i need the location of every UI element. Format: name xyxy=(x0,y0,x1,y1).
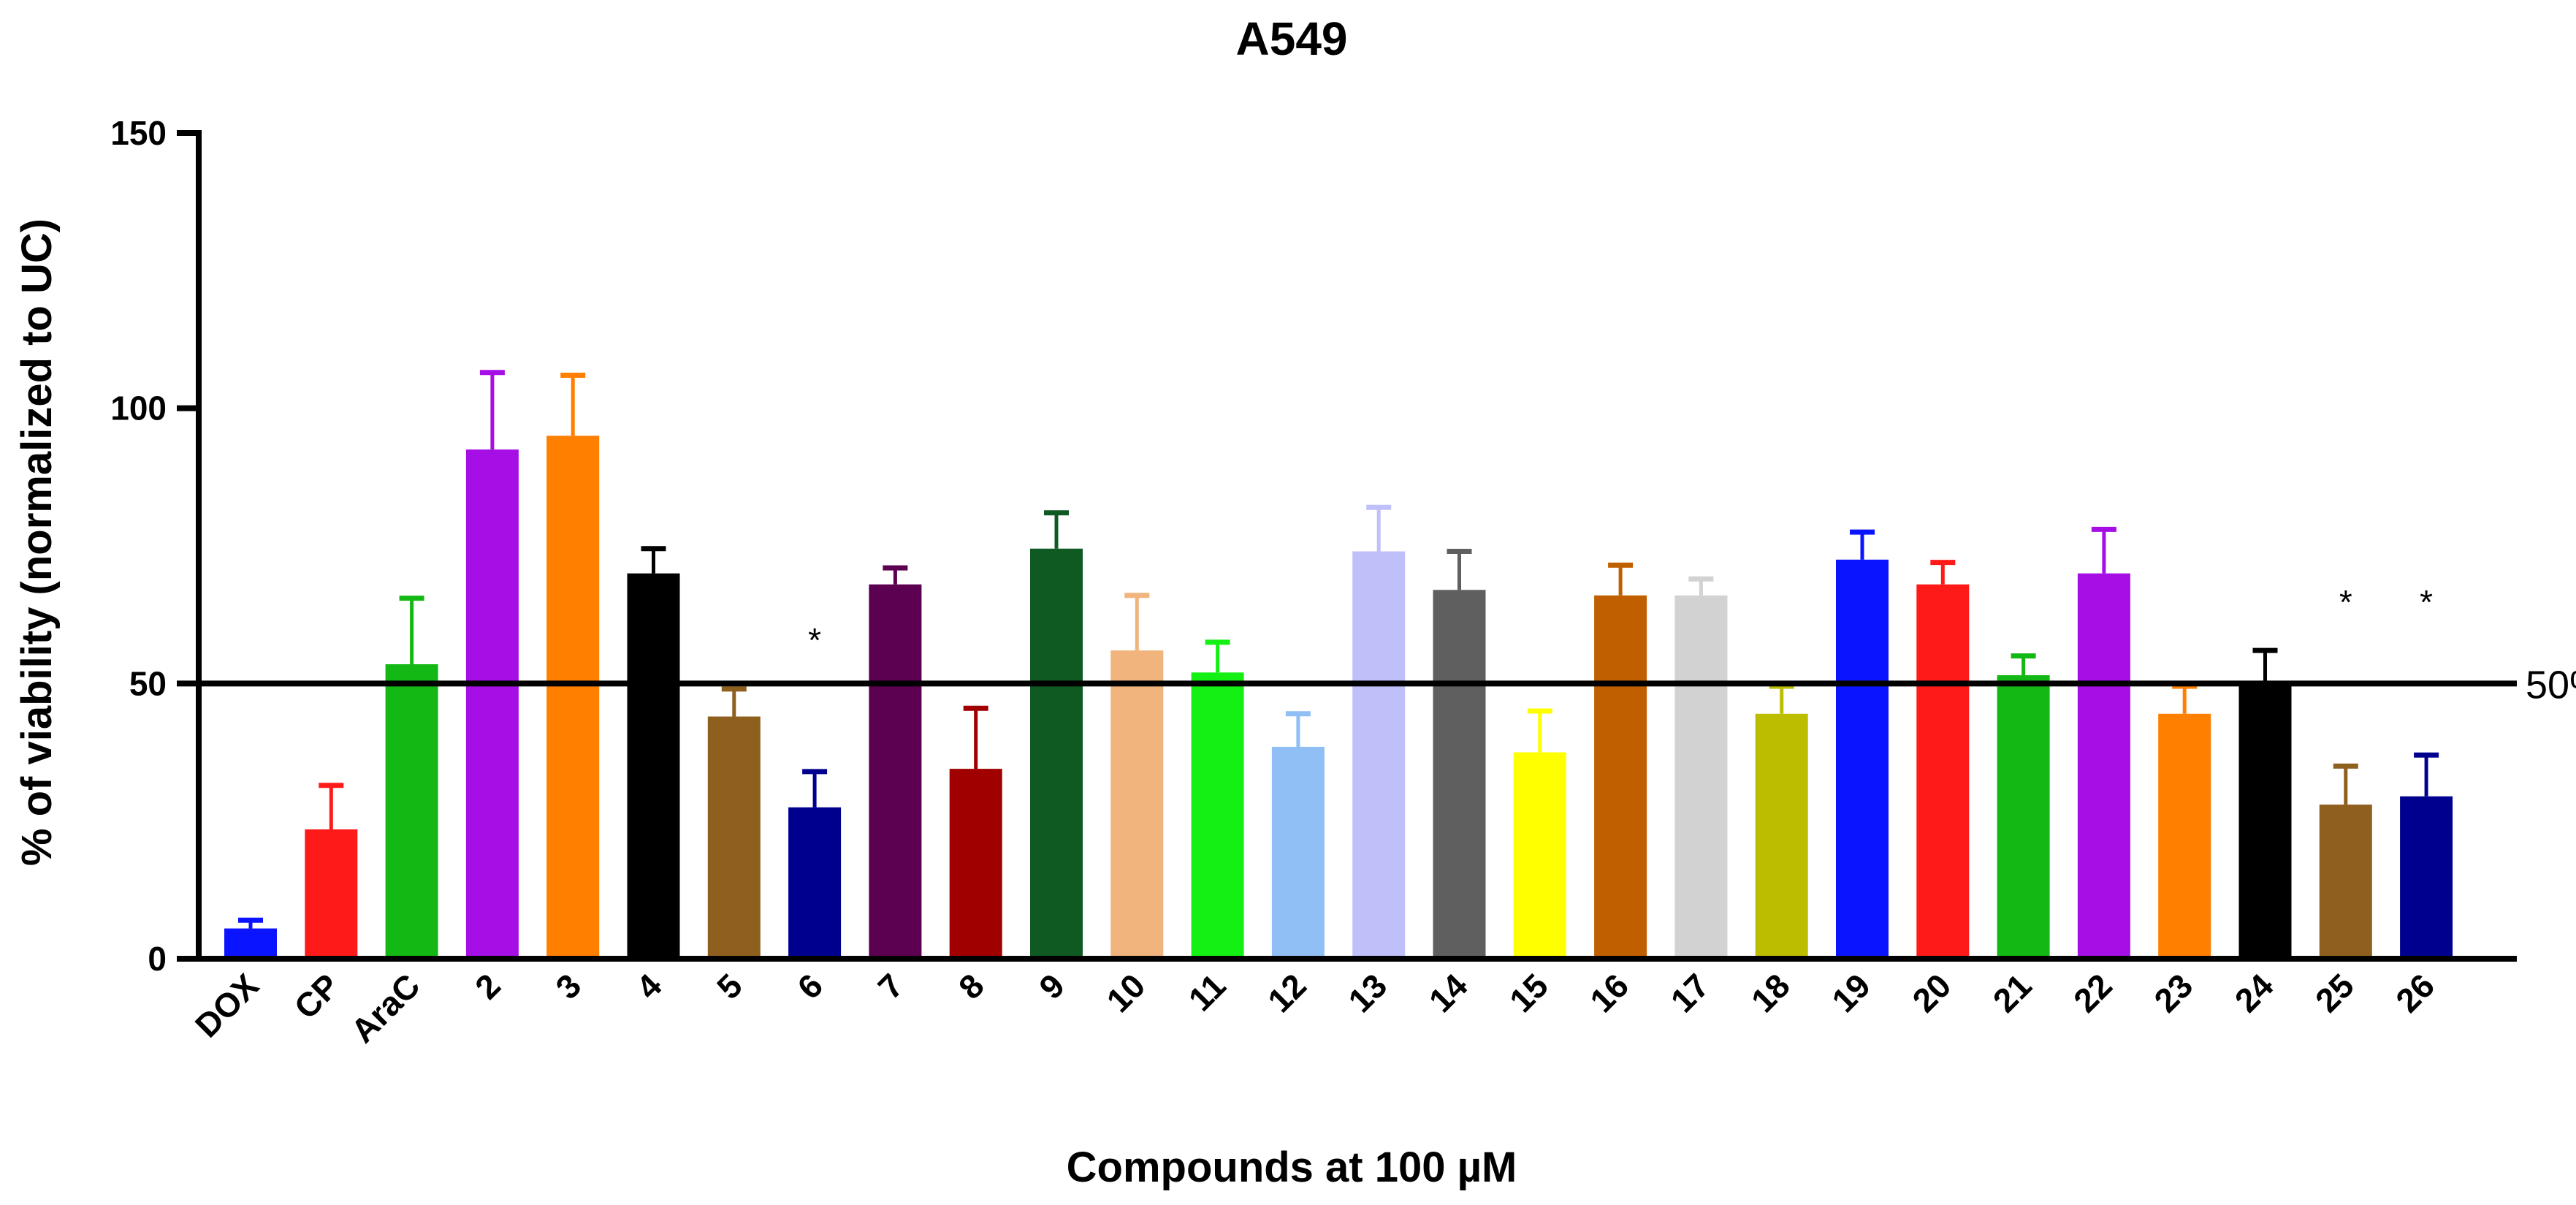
y-axis-label: % of viability (normalized to UC) xyxy=(13,218,61,866)
bar-13 xyxy=(1352,551,1406,959)
significance-star-25: * xyxy=(2339,583,2352,621)
x-tick-label-7: 7 xyxy=(871,966,911,1006)
x-tick-label-5: 5 xyxy=(709,966,750,1006)
x-tick-label-26: 26 xyxy=(2388,966,2442,1019)
reference-line-group: 50% xyxy=(199,663,2576,707)
bar-5 xyxy=(707,716,761,959)
significance-star-6: * xyxy=(808,621,821,659)
x-tick-label-8: 8 xyxy=(951,966,991,1006)
bars xyxy=(224,436,2453,959)
bar-6 xyxy=(788,807,842,959)
bar-4 xyxy=(627,573,680,959)
bar-20 xyxy=(1916,584,1970,959)
x-tick-label-16: 16 xyxy=(1582,966,1636,1019)
bar-3 xyxy=(546,436,600,959)
bar-21 xyxy=(1997,675,2050,959)
x-tick-label-DOX: DOX xyxy=(188,966,266,1044)
bar-23 xyxy=(2158,713,2211,959)
bar-AraC xyxy=(385,664,438,959)
bar-8 xyxy=(949,769,1002,959)
bar-15 xyxy=(1513,752,1566,959)
bar-17 xyxy=(1674,595,1728,959)
x-tick-label-17: 17 xyxy=(1664,966,1717,1019)
bar-14 xyxy=(1433,590,1486,959)
x-tick-label-12: 12 xyxy=(1260,966,1314,1019)
x-tick-label-25: 25 xyxy=(2308,966,2361,1019)
x-tick-label-21: 21 xyxy=(1986,966,2039,1019)
bar-22 xyxy=(2077,573,2130,959)
bar-10 xyxy=(1110,650,1164,959)
bar-25 xyxy=(2319,805,2372,959)
bar-24 xyxy=(2238,683,2292,959)
y-tick-label: 100 xyxy=(110,389,167,427)
chart-title: A549 xyxy=(1236,12,1348,65)
x-tick-label-14: 14 xyxy=(1422,966,1475,1019)
x-tick-label-9: 9 xyxy=(1032,966,1072,1006)
x-tick-label-AraC: AraC xyxy=(343,966,427,1050)
significance-markers: * * * xyxy=(808,583,2433,659)
y-tick-label: 50 xyxy=(129,664,167,702)
x-tick-label-24: 24 xyxy=(2228,966,2281,1019)
x-tick-label-11: 11 xyxy=(1181,966,1233,1018)
x-tick-label-3: 3 xyxy=(548,966,588,1006)
y-tick-label: 150 xyxy=(110,114,167,152)
bar-9 xyxy=(1030,548,1083,959)
bar-11 xyxy=(1191,672,1244,959)
bar-19 xyxy=(1836,559,1889,959)
significance-star-26: * xyxy=(2420,583,2433,621)
x-tick-label-CP: CP xyxy=(286,966,346,1026)
bar-12 xyxy=(1271,746,1325,959)
x-tick-label-15: 15 xyxy=(1502,966,1555,1019)
x-tick-label-19: 19 xyxy=(1824,966,1878,1019)
bar-18 xyxy=(1755,713,1808,959)
x-tick-label-18: 18 xyxy=(1744,966,1797,1019)
x-tick-label-4: 4 xyxy=(629,966,669,1006)
x-tick-label-23: 23 xyxy=(2146,966,2200,1019)
bar-DOX xyxy=(224,928,277,959)
error-bars xyxy=(238,370,2439,929)
x-axis-label: Compounds at 100 µM xyxy=(1067,1144,1517,1191)
bar-2 xyxy=(465,449,519,959)
bar-7 xyxy=(869,584,922,959)
bar-16 xyxy=(1594,595,1647,959)
x-tick-label-20: 20 xyxy=(1905,966,1958,1019)
x-tick-label-2: 2 xyxy=(468,966,508,1006)
x-tick-label-10: 10 xyxy=(1099,966,1152,1019)
y-axis-ticks: 0 50 100 150 xyxy=(110,114,199,978)
reference-line-label: 50% xyxy=(2526,663,2576,707)
bar-26 xyxy=(2400,796,2453,959)
y-tick-label: 0 xyxy=(148,940,167,978)
x-tick-label-6: 6 xyxy=(790,966,830,1006)
x-tick-label-22: 22 xyxy=(2066,966,2119,1019)
axes xyxy=(196,130,2517,962)
x-tick-label-13: 13 xyxy=(1341,966,1394,1019)
bar-CP xyxy=(305,829,358,959)
